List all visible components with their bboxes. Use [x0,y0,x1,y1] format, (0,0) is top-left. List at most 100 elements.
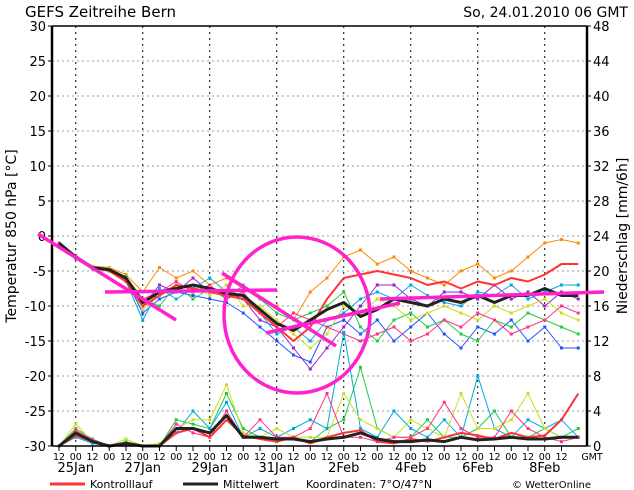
temperature-member-line-point [375,332,379,336]
precip-member-line-point [225,392,228,395]
y-tick-label-left: 20 [29,90,46,105]
precip-member-line-point [275,435,279,439]
temperature-member-line-point [560,238,563,241]
precip-member-line-point [325,392,329,395]
temperature-member-line-point [493,332,496,336]
temperature-member-line-point [459,346,463,350]
temperature-member-line-point [576,283,580,287]
temperature-member-line-point [426,311,429,315]
temperature-member-line-point [576,346,580,350]
x-tick-label: 12 [388,452,400,463]
temperature-member-line-point [241,304,245,308]
temperature-member-line-point [509,269,513,273]
temperature-member-line-point [526,339,530,343]
temperature-member-line-point [543,241,547,245]
y-tick-label-left: -30 [25,440,46,455]
temperature-member-line-point [342,318,346,322]
precip-member-line-point [543,435,547,439]
temperature-member-line-point [476,262,480,266]
legend: Kontrolllauf Mittelwert Koordinaten: 7°O… [50,478,591,490]
temperature-member-line-point [560,283,563,287]
temperature-member-line-point [208,297,212,301]
temperature-member-line-point [174,280,178,283]
temperature-member-line-point [509,283,513,287]
x-date-label: 31Jan [258,461,295,476]
trend-line-annotation [265,301,401,335]
temperature-member-line-point [141,311,145,315]
temperature-member-line-point [526,255,530,259]
temperature-member-line-point [342,325,346,329]
temperature-member-line-point [359,339,362,343]
y-tick-label-right: 36 [593,125,610,140]
precip-member-line-point [359,365,362,369]
trend-line-annotation [37,232,177,322]
temperature-member-line-point [560,346,563,350]
trend-line-annotation [221,271,337,348]
precip-member-line-point [375,427,379,430]
temperature-member-line-point [576,332,580,336]
x-tick-label: 12 [522,452,534,463]
precip-member-line-point [174,418,178,422]
temperature-member-line-point [459,269,463,273]
temperature-member-line-point [191,294,195,297]
temperature-member-line-point [392,339,396,343]
temperature-member-line-point [359,248,362,252]
temperature-member-line-point [174,297,178,301]
precip-member-line-point [459,427,463,430]
temperature-member-line-point [325,332,329,336]
temperature-member-line-point [275,318,279,322]
temperature-member-line-point [576,318,580,322]
temperature-member-line-point [426,294,429,297]
x-tick-label: 12 [421,452,433,463]
temperature-member-line-point [158,304,161,308]
temperature-member-line-point [208,294,212,297]
precip-member-line-point [241,427,245,430]
precip-member-line-point [442,418,446,422]
x-tick-label: 12 [488,452,500,463]
x-tick-label: 12 [354,452,366,463]
temperature-member-line-point [308,311,312,315]
temperature-member-line-point [325,304,329,308]
x-date-label: 2Feb [328,461,359,476]
temperature-member-line-point [359,297,362,301]
temperature-member-line-point [459,304,463,308]
precip-member-line-point [258,427,262,430]
temperature-member-line-point [158,283,161,287]
precip-member-line-point [493,409,496,413]
temperature-member-line-point [442,283,446,287]
temperature-member-line-point [509,318,513,322]
temperature-member-line-point [560,325,563,329]
temperature-member-line-point [174,276,178,280]
precip-member-line-point [292,427,295,430]
x-tick-label: 12 [86,452,98,463]
precip-member-line-point [308,427,312,430]
temperature-member-line-point [359,304,362,308]
y-tick-label-left: -20 [25,370,46,385]
x-tick-label: 12 [120,452,132,463]
precip-member-line-point [459,392,463,395]
temperature-member-line-point [476,311,480,315]
x-tick-label: 00 [103,452,115,463]
precip-member-line [58,366,579,447]
temperature-member-line [58,239,579,321]
precip-member-line-point [258,418,262,422]
precip-member-line-point [560,440,563,444]
precip-member-line-point [74,435,78,439]
precip-member-line-point [409,427,413,430]
y-tick-label-right: 16 [593,300,610,315]
temperature-member-line-point [275,339,279,343]
x-tick-label: 00 [438,452,450,463]
temperature-member-line-point [292,353,295,357]
chart-datetime: So, 24.01.2010 06 GMT [463,5,628,21]
y-tick-label-left: 25 [29,55,46,70]
temperature-member-line-point [576,241,580,245]
annotations [37,232,605,395]
precip-member-line-point [476,427,480,430]
temperature-member-line-point [308,339,312,343]
temperature-member-line-point [208,276,212,280]
temperature-member-line-point [275,311,279,315]
temperature-member-line-point [476,290,480,294]
temperature-member-line-point [476,297,480,301]
x-date-label: 25Jan [57,461,94,476]
temperature-member-line-point [342,290,346,294]
